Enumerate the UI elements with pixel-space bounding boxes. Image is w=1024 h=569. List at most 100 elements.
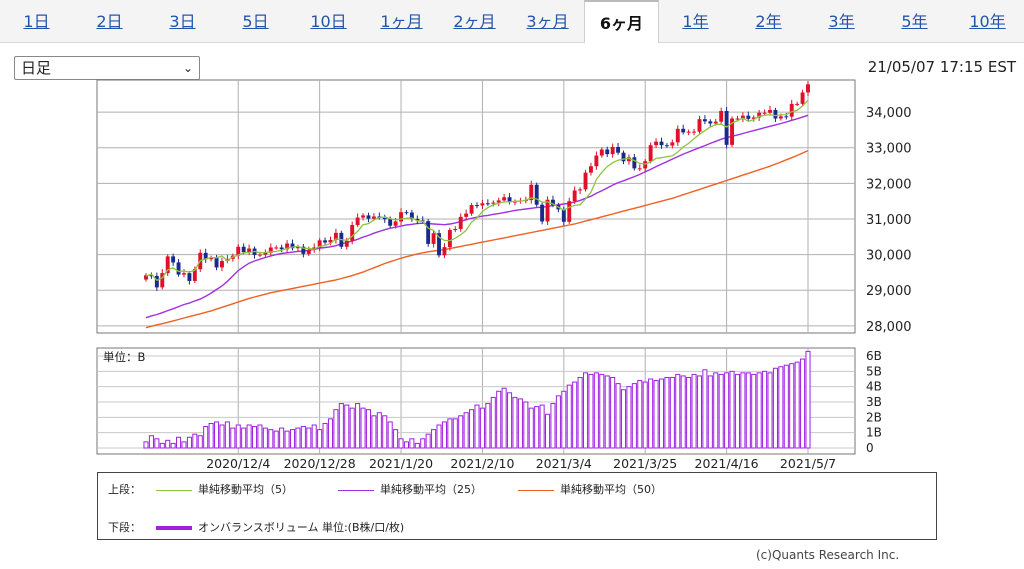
candle-body: [328, 239, 333, 243]
candle-body: [236, 246, 241, 256]
volume-bar: [745, 372, 751, 449]
tab-1[interactable]: 2日: [96, 12, 123, 31]
volume-bar: [279, 427, 285, 449]
candle-body: [409, 212, 414, 219]
x-tick-label: 2021/3/4: [536, 456, 592, 470]
volume-bar: [376, 412, 382, 449]
candle-body: [165, 256, 170, 274]
candle-body: [306, 249, 311, 254]
candle-body: [800, 92, 805, 104]
chart-svg: 2020/12/4 2020/12/28 2021/1/20 2021/2/10 202…: [96, 79, 912, 470]
candle-body: [529, 184, 534, 201]
legend-sma5-label: 単純移動平均（5）: [198, 483, 293, 496]
x-tick-label: 2020/12/28: [284, 456, 356, 470]
volume-bar: [599, 373, 605, 449]
volume-y-tick-label: 1B: [866, 426, 882, 440]
volume-bar: [436, 424, 442, 449]
volume-bar: [534, 406, 540, 449]
tab-4[interactable]: 10日: [310, 12, 347, 31]
candle-body: [740, 115, 745, 119]
candle-body: [279, 247, 284, 250]
volume-bar: [713, 372, 719, 449]
volume-bar: [452, 418, 458, 449]
volume-bar: [783, 364, 789, 449]
candle-body: [431, 233, 436, 244]
candle-body: [670, 142, 675, 146]
tab-3[interactable]: 5日: [242, 12, 269, 31]
tab-6[interactable]: 2ヶ月: [453, 12, 496, 31]
volume-bar: [474, 404, 480, 449]
candle-body: [263, 252, 268, 255]
candle-body: [773, 109, 778, 119]
candle-body: [333, 232, 338, 240]
candle-period-select[interactable]: 日足 ⌄: [14, 56, 200, 80]
volume-bar: [300, 426, 306, 449]
volume-bar: [344, 404, 350, 449]
candle-body: [464, 213, 469, 217]
x-tick-label: 2021/1/20: [369, 456, 433, 470]
candle-body: [209, 257, 214, 260]
volume-bar: [545, 413, 551, 449]
volume-bar: [393, 429, 399, 449]
volume-bar: [284, 430, 290, 449]
price-y-tick-label: 31,000: [866, 213, 912, 228]
candle-body: [458, 216, 463, 229]
candle-body: [616, 146, 621, 153]
volume-bar: [496, 390, 502, 449]
copyright: (c)Quants Research Inc.: [756, 548, 900, 562]
candle-body: [637, 168, 642, 170]
volume-bar: [648, 378, 654, 449]
tab-12[interactable]: 5年: [901, 12, 928, 31]
sma50-line: [145, 149, 809, 329]
volume-bar: [680, 375, 686, 449]
candle-body: [588, 166, 593, 173]
volume-bar: [251, 426, 258, 449]
candle-body: [301, 246, 306, 254]
candle-body: [453, 228, 458, 231]
candle-body: [681, 128, 686, 133]
volume-bar: [387, 421, 393, 449]
volume-bar: [550, 403, 556, 449]
tab-2[interactable]: 3日: [169, 12, 196, 31]
volume-bar: [192, 433, 198, 449]
candle-body: [268, 247, 273, 253]
tab-8[interactable]: 6ヶ月: [584, 0, 659, 43]
volume-bar: [154, 438, 160, 449]
tab-7[interactable]: 3ヶ月: [526, 12, 569, 31]
candle-body: [144, 275, 148, 280]
candle-body: [160, 273, 165, 288]
volume-bar: [441, 421, 447, 449]
volume-bar: [181, 441, 187, 449]
volume-bar: [588, 373, 594, 449]
candle-period-value: 日足: [21, 59, 52, 77]
tab-10[interactable]: 2年: [755, 12, 782, 31]
price-panel-frame: [96, 79, 856, 334]
tab-11[interactable]: 3年: [828, 12, 855, 31]
volume-bar: [257, 424, 263, 449]
candle-body: [632, 157, 637, 169]
legend-sma5-swatch: [156, 489, 192, 491]
candle-body: [643, 161, 648, 169]
volume-y-tick-label: 2B: [866, 410, 882, 424]
legend-sma25-label: 単純移動平均（25）: [380, 483, 482, 496]
tab-0[interactable]: 1日: [23, 12, 50, 31]
volume-bar: [485, 403, 491, 449]
candle-body: [323, 240, 328, 243]
x-tick-label: 2021/5/7: [780, 456, 836, 470]
volume-bar: [338, 403, 344, 449]
volume-bar: [707, 375, 713, 449]
volume-bar: [756, 372, 762, 449]
candle-body: [778, 116, 783, 119]
legend-box: 上段： 単純移動平均（5） 単純移動平均（25） 単純移動平均（50） 下段： …: [97, 472, 937, 540]
volume-bar: [235, 424, 241, 449]
tab-9[interactable]: 1年: [682, 12, 709, 31]
volume-bar: [561, 390, 567, 449]
legend-sma25: 単純移動平均（25）: [338, 481, 482, 497]
tab-5[interactable]: 1ヶ月: [380, 12, 423, 31]
volume-bar: [593, 372, 599, 449]
candle-body: [719, 111, 724, 122]
tab-13[interactable]: 10年: [969, 12, 1006, 31]
volume-bar: [658, 378, 665, 449]
legend-sma50-swatch: [518, 489, 554, 491]
volume-bar: [762, 370, 768, 449]
